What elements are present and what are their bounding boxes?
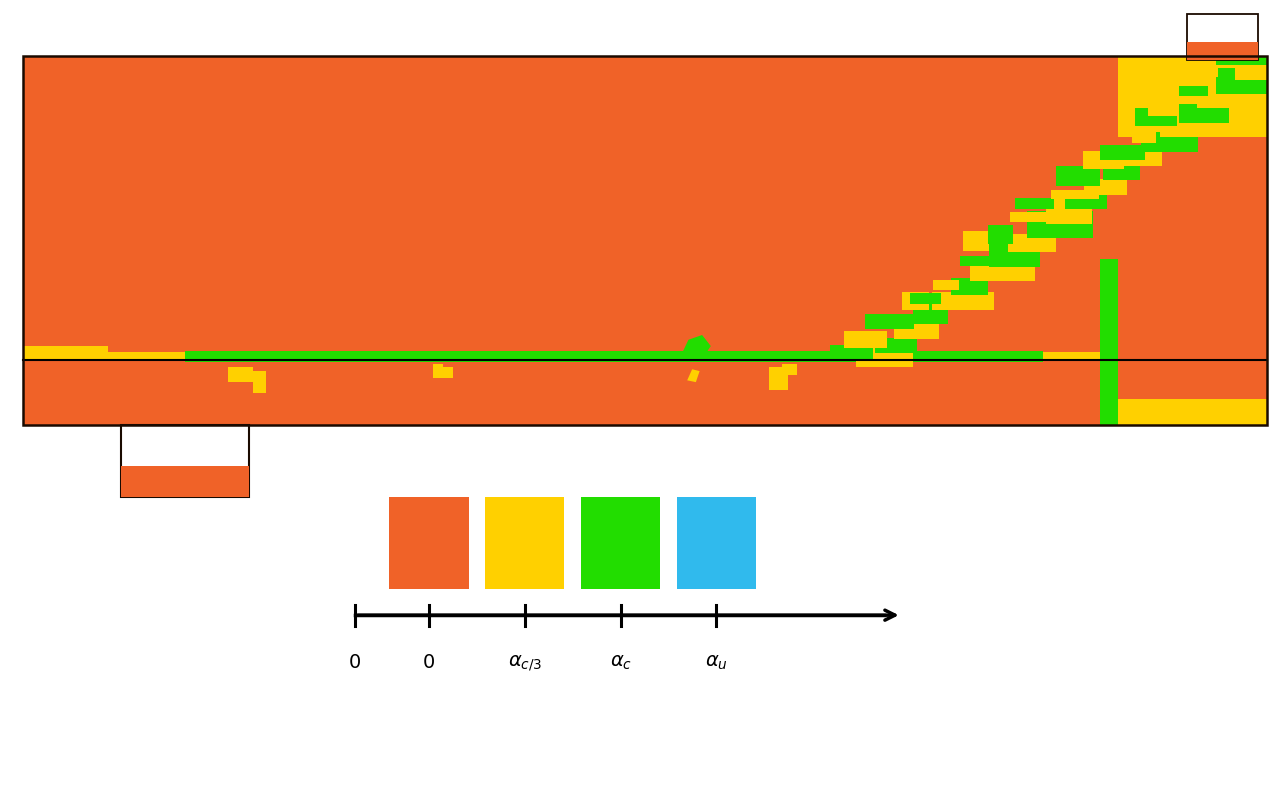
Bar (1103, 159, 1139, 180)
Bar (971, 258, 1034, 281)
Bar (253, 371, 266, 393)
Bar (1188, 42, 1258, 60)
Text: 0: 0 (349, 653, 361, 672)
Bar (857, 345, 913, 368)
Bar (951, 278, 987, 296)
Bar (1135, 108, 1177, 126)
Bar (1015, 198, 1054, 209)
Bar (959, 256, 995, 266)
Bar (185, 352, 1043, 361)
Bar (1179, 104, 1230, 123)
Bar (1010, 212, 1055, 222)
Bar (865, 313, 914, 328)
Bar (830, 345, 873, 360)
Bar (1046, 199, 1092, 223)
Bar (1154, 400, 1254, 425)
Bar (485, 497, 564, 589)
Bar (963, 231, 990, 252)
Bar (844, 331, 888, 348)
Bar (1065, 192, 1107, 209)
Bar (1131, 131, 1156, 143)
Polygon shape (679, 335, 711, 358)
Text: 0: 0 (423, 653, 435, 672)
Bar (1056, 167, 1101, 186)
Bar (1105, 400, 1267, 425)
Bar (1254, 56, 1267, 65)
Bar (1051, 190, 1099, 199)
Bar (1195, 66, 1218, 77)
Bar (1084, 179, 1126, 195)
Bar (23, 346, 107, 360)
Bar (121, 466, 249, 497)
Bar (1117, 56, 1267, 137)
Text: $\alpha_c$: $\alpha_c$ (609, 653, 632, 672)
Bar (581, 497, 660, 589)
Bar (677, 497, 756, 589)
Bar (782, 364, 797, 375)
Bar (902, 292, 930, 310)
Bar (1180, 86, 1208, 96)
Bar (1188, 14, 1258, 60)
Bar (913, 297, 948, 324)
Bar (1140, 131, 1198, 151)
Bar (894, 316, 940, 339)
Bar (443, 368, 453, 379)
Bar (1101, 145, 1144, 159)
Bar (23, 56, 1267, 425)
Text: $\alpha_u$: $\alpha_u$ (705, 653, 728, 672)
Bar (229, 368, 253, 382)
Bar (1217, 68, 1267, 94)
Bar (1160, 117, 1211, 137)
Bar (23, 56, 1267, 425)
Bar (1216, 56, 1259, 66)
Bar (769, 368, 788, 389)
Bar (988, 243, 1039, 267)
Bar (1027, 211, 1093, 238)
Bar (389, 497, 469, 589)
Bar (932, 292, 994, 310)
Text: $\alpha_{c/3}$: $\alpha_{c/3}$ (507, 653, 543, 673)
Bar (911, 293, 941, 304)
Bar (1148, 106, 1179, 116)
Bar (1099, 259, 1117, 425)
Bar (988, 224, 1013, 244)
Bar (875, 337, 917, 353)
Polygon shape (687, 369, 700, 382)
Bar (121, 425, 249, 497)
Bar (23, 352, 1105, 360)
Bar (1008, 234, 1056, 252)
Bar (1235, 56, 1267, 79)
Bar (1083, 151, 1124, 169)
Bar (933, 280, 959, 290)
Bar (1121, 150, 1162, 166)
Bar (433, 364, 443, 379)
Bar (1198, 82, 1248, 108)
